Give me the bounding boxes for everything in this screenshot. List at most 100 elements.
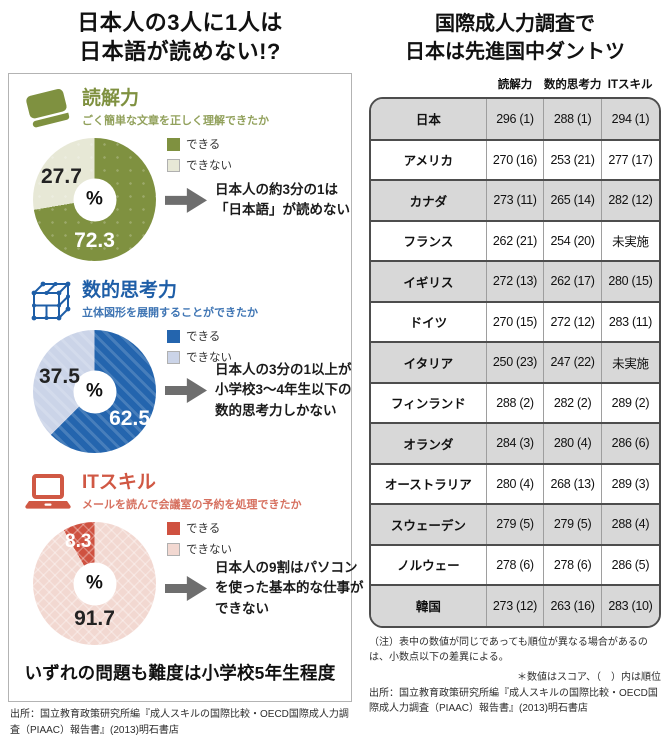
legend-item-can: できる — [167, 328, 232, 344]
conclusion-text: いずれの問題も難度は小学校5年生程度 — [24, 663, 336, 684]
score-cell: 250 (23) — [485, 341, 544, 383]
arrow-right-icon — [165, 575, 207, 601]
legend-item-cannot: できない — [167, 541, 232, 557]
legend-item-cannot: できない — [167, 349, 232, 365]
cube-icon — [23, 277, 73, 323]
table-row: ノルウェー 278 (6) 278 (6) 286 (5) — [371, 543, 659, 585]
country-cell: 韓国 — [371, 584, 487, 626]
score-cell: 279 (5) — [543, 503, 602, 545]
can-swatch-icon — [167, 329, 180, 343]
score-cell: 282 (12) — [600, 179, 659, 221]
section-it-titles: ITスキル メールを読んで会議室の予約を処理できたか — [82, 472, 301, 512]
score-cell: 272 (13) — [485, 260, 544, 302]
legend-label: できない — [186, 160, 232, 173]
numeracy-legend: できる できない — [167, 328, 232, 370]
pie-value-cannot: 27.7 — [41, 165, 82, 189]
pie-value-can: 72.3 — [74, 229, 115, 253]
score-cell: 280 (15) — [600, 260, 659, 302]
pie-center-unit: % — [73, 370, 116, 414]
can-swatch-icon — [167, 521, 180, 535]
score-cell: 280 (4) — [543, 422, 602, 464]
score-cell: 280 (4) — [485, 462, 544, 504]
country-cell: ノルウェー — [371, 543, 487, 585]
score-cell: 268 (13) — [543, 462, 602, 504]
section-reading-titles: 読解力 ごく簡単な文章を正しく理解できたか — [82, 88, 269, 128]
pie-value-can: 62.5 — [109, 407, 150, 431]
score-cell: 278 (6) — [543, 543, 602, 585]
section-numeracy: 数的思考力 立体図形を展開することができたか 37.5 62.5 % できる — [17, 276, 352, 462]
reading-pie-chart: 27.7 72.3 % — [33, 138, 156, 262]
table-row: フランス 262 (21) 254 (20) 未実施 — [371, 219, 659, 261]
table-row: スウェーデン 279 (5) 279 (5) 288 (4) — [371, 503, 659, 545]
country-table-body: 日本 296 (1) 288 (1) 294 (1) アメリカ 270 (16) 253 (… — [371, 99, 659, 626]
it-pie-chart: 8.3 91.7 % — [33, 522, 156, 646]
right-title: 国際成人力調査で 日本は先進国中ダントツ — [405, 13, 625, 63]
score-cell: 286 (5) — [600, 543, 659, 585]
section-numeracy-header: 数的思考力 立体図形を展開することができたか — [17, 276, 343, 324]
score-cell: 273 (11) — [485, 179, 544, 221]
it-chart-area: 8.3 91.7 % できる できない — [17, 520, 364, 654]
pie-value-can: 8.3 — [65, 531, 92, 553]
numeracy-chart-area: 37.5 62.5 % できる できない — [17, 328, 352, 462]
score-cell: 262 (21) — [485, 219, 544, 261]
country-cell: オーストラリア — [371, 462, 487, 504]
score-cell: 289 (2) — [600, 381, 659, 423]
table-row: 韓国 273 (12) 263 (16) 283 (10) — [371, 584, 659, 626]
section-it-skills: ITスキル メールを読んで会議室の予約を処理できたか 8.3 91.7 % でき… — [17, 468, 364, 654]
country-cell: イギリス — [371, 260, 487, 302]
score-cell: 294 (1) — [600, 99, 659, 140]
score-cell: 273 (12) — [485, 584, 544, 626]
pie-value-cannot: 37.5 — [39, 365, 80, 389]
score-cell: 289 (3) — [600, 462, 659, 504]
annotation: 日本人の約3分の1は 「日本語」が読めない — [215, 182, 350, 218]
section-subtitle: 立体図形を展開することができたか — [82, 306, 258, 319]
score-cell: 253 (21) — [543, 138, 602, 180]
arrow-right-icon — [165, 187, 207, 213]
country-cell: フランス — [371, 219, 487, 261]
table-row: イタリア 250 (23) 247 (22) 未実施 — [371, 341, 659, 383]
score-cell: 263 (16) — [543, 584, 602, 626]
legend-label: できない — [186, 544, 232, 557]
legend-label: できる — [186, 523, 221, 536]
table-column-headers: 読解力 数的思考力 ITスキル — [369, 76, 661, 92]
section-reading-header: 読解力 ごく簡単な文章を正しく理解できたか — [17, 84, 343, 132]
numeracy-pie-chart: 37.5 62.5 % — [33, 330, 156, 454]
annotation: 日本人の9割はパソコン を使った基本的な仕事が できない — [215, 560, 364, 616]
score-cell: 247 (22) — [543, 341, 602, 383]
score-cell: 277 (17) — [600, 138, 659, 180]
it-legend: できる できない — [167, 520, 232, 562]
left-panel: 日本人の3人に1人は 日本語が読めない!? 読解力 — [8, 10, 364, 736]
table-row: カナダ 273 (11) 265 (14) 282 (12) — [371, 179, 659, 221]
score-cell: 288 (4) — [600, 503, 659, 545]
country-cell: カナダ — [371, 179, 487, 221]
table-row: オーストラリア 280 (4) 268 (13) 289 (3) — [371, 462, 659, 504]
numeracy-callout: 日本人の3分の1以上が 小学校3〜4年生以下の 数的思考力しかない — [165, 360, 373, 421]
arrow-right-icon — [165, 377, 207, 403]
score-cell: 270 (16) — [485, 138, 544, 180]
book-icon — [23, 85, 73, 131]
score-cell: 283 (11) — [600, 300, 659, 342]
it-callout: 日本人の9割はパソコン を使った基本的な仕事が できない — [165, 558, 373, 619]
country-cell: ドイツ — [371, 300, 487, 342]
table-note: （注）表中の数値が同じであっても順位が異なる場合があるのは、小数点以下の差異によ… — [369, 636, 648, 663]
cannot-swatch-icon — [167, 542, 180, 556]
score-cell: 254 (20) — [543, 219, 602, 261]
country-cell: フィンランド — [371, 381, 487, 423]
score-cell: 279 (5) — [485, 503, 544, 545]
score-cell: 262 (17) — [543, 260, 602, 302]
column-header-it: ITスキル — [607, 79, 653, 91]
pie-charts-box: 読解力 ごく簡単な文章を正しく理解できたか 27.7 72.3 % できる — [8, 73, 364, 703]
section-heading: 読解力 — [82, 88, 140, 110]
left-title: 日本人の3人に1人は 日本語が読めない!? — [77, 10, 283, 65]
country-table-frame: 日本 296 (1) 288 (1) 294 (1) アメリカ 270 (16) 253 (… — [369, 97, 661, 628]
legend-item-cannot: できない — [167, 157, 232, 173]
reading-callout: 日本人の約3分の1は 「日本語」が読めない — [165, 180, 373, 221]
section-heading: ITスキル — [82, 472, 156, 494]
legend-label: できる — [186, 331, 221, 344]
legend-item-can: できる — [167, 136, 232, 152]
table-row: ドイツ 270 (15) 272 (12) 283 (11) — [371, 300, 659, 342]
country-cell: イタリア — [371, 341, 487, 383]
score-cell: 278 (6) — [485, 543, 544, 585]
legend-item-can: できる — [167, 520, 232, 536]
score-cell: 272 (12) — [543, 300, 602, 342]
